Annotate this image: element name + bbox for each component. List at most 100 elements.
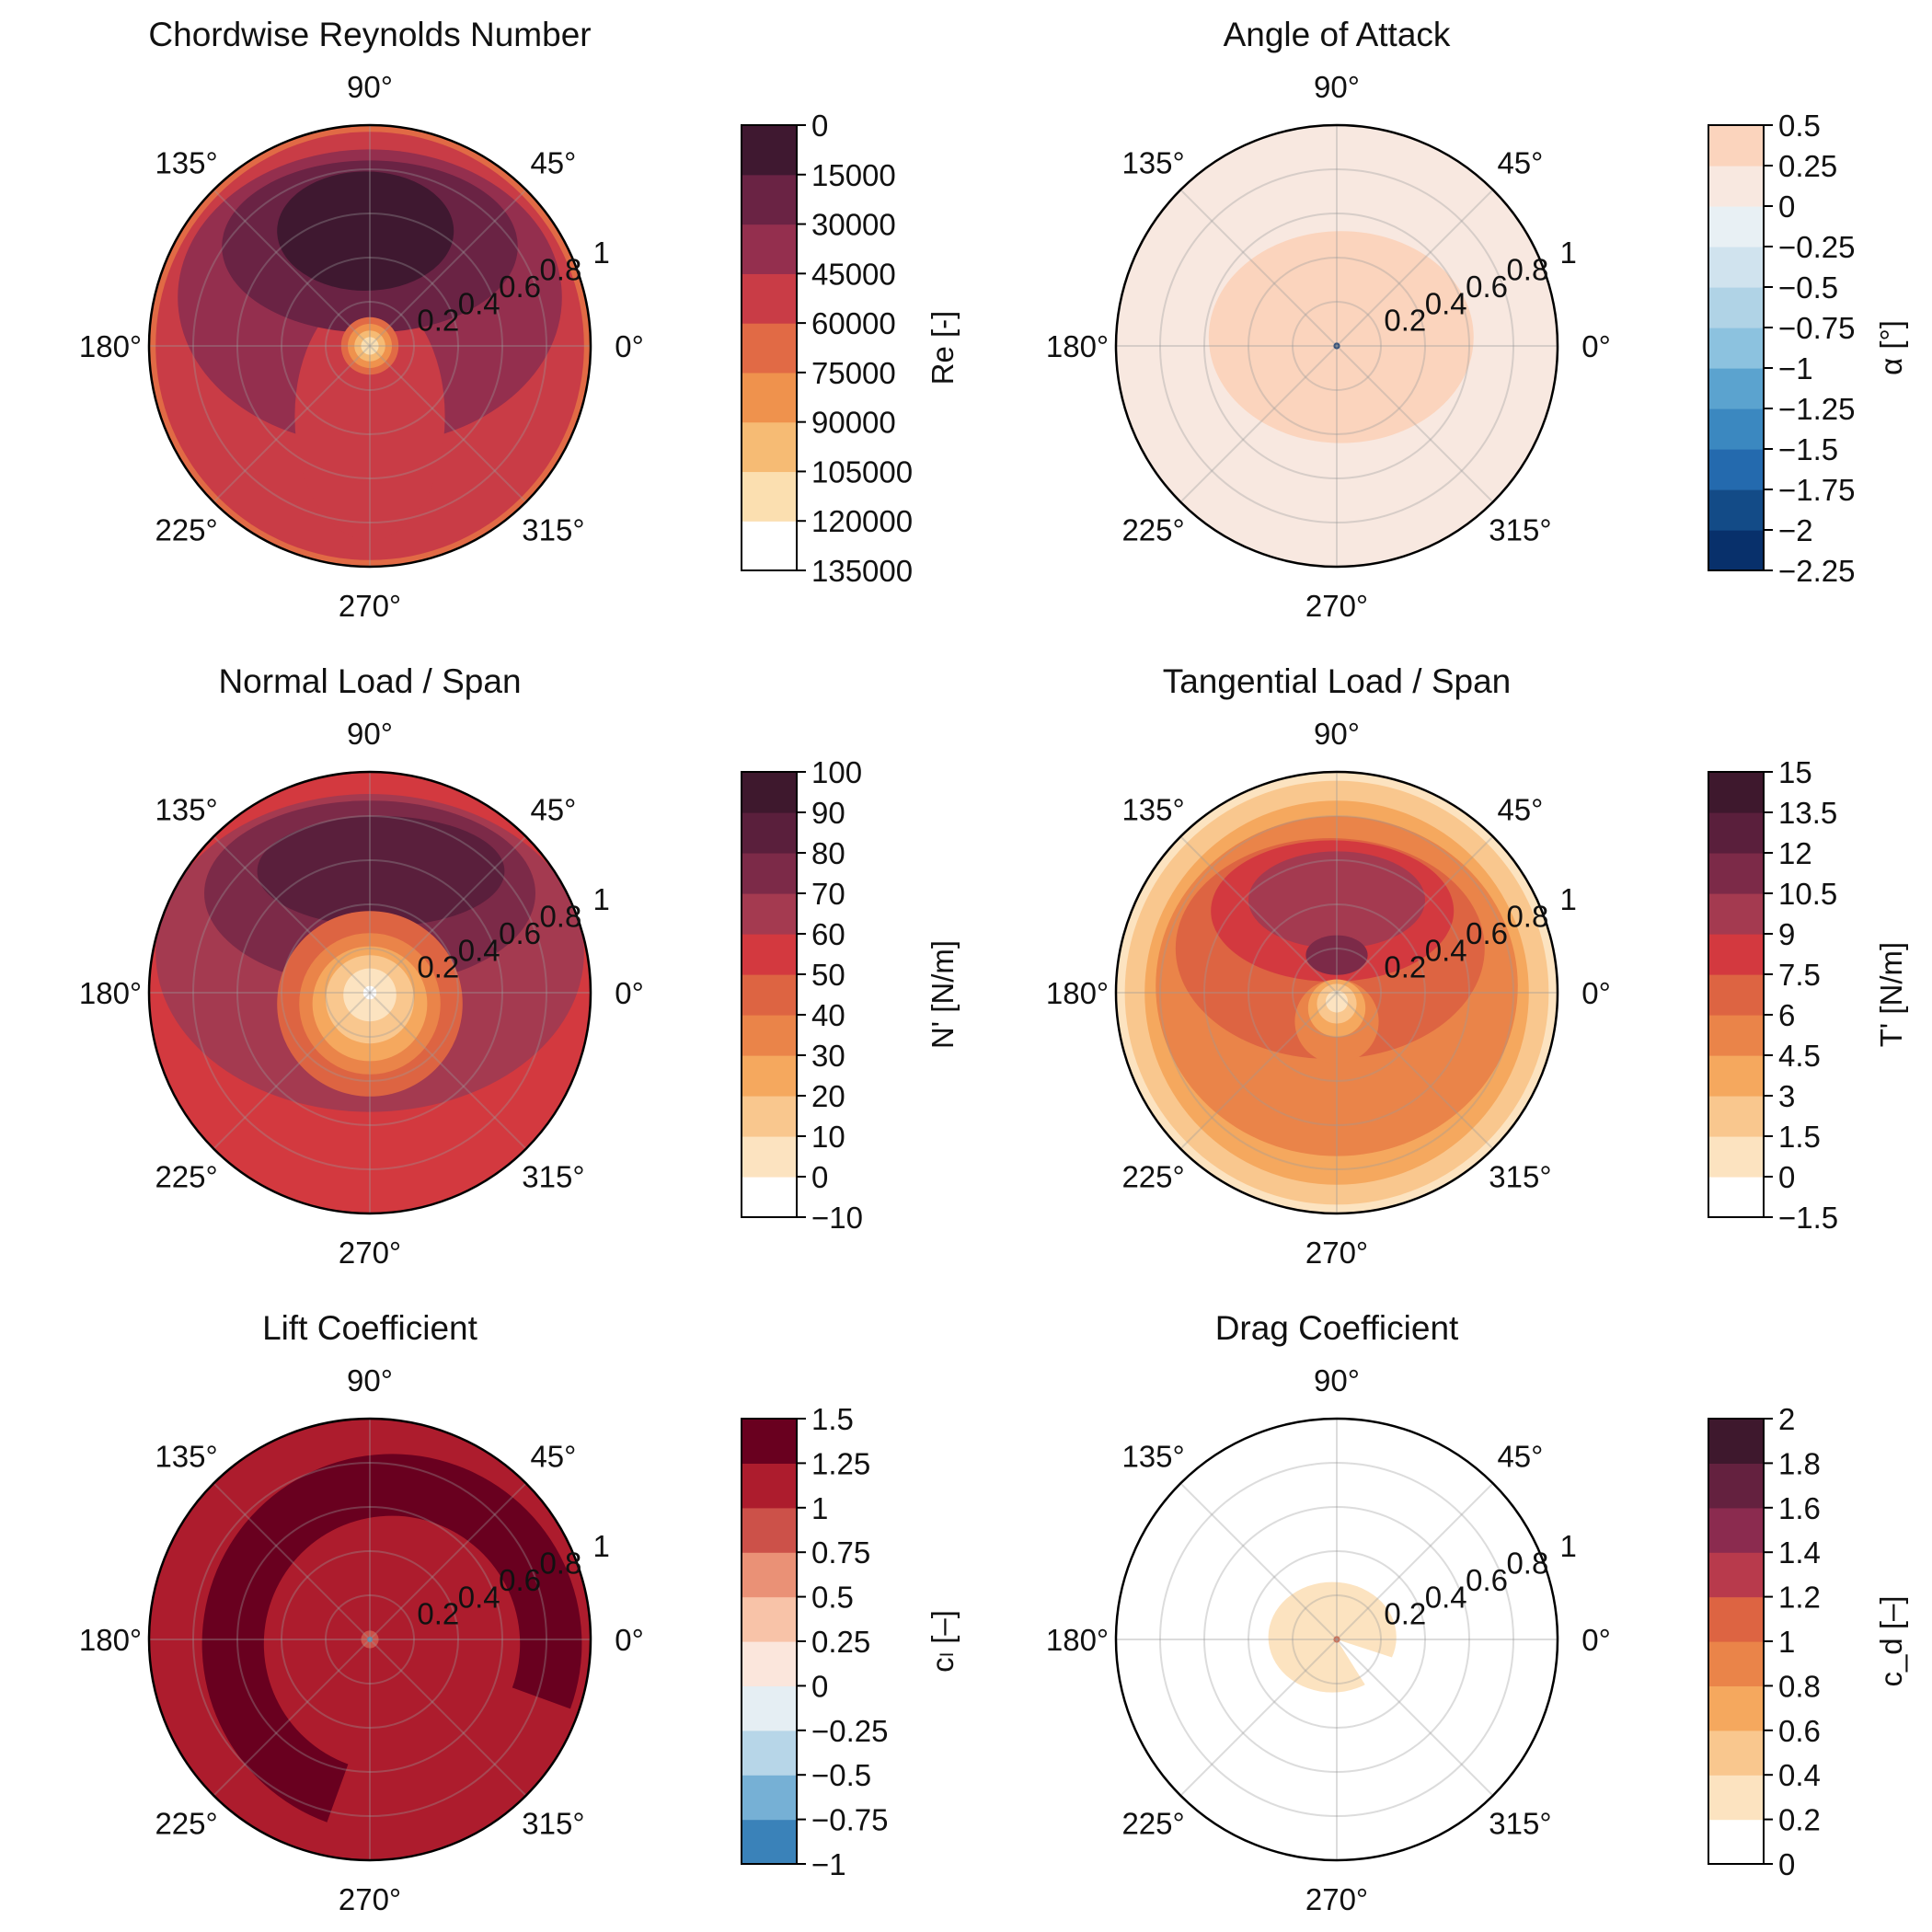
colorbar-tick-label: −2 (1778, 513, 1813, 547)
radial-grid-ring (1203, 859, 1470, 1126)
radial-tick-label: 1 (593, 236, 610, 270)
colorbar-segment (742, 1463, 797, 1509)
colorbar-tick-label: 1.5 (811, 1402, 854, 1436)
radial-tick-label: 0.8 (1506, 900, 1548, 934)
radial-grid-ring (1292, 1594, 1382, 1685)
colorbar-segment (1708, 853, 1764, 894)
radial-grid-ring (1203, 213, 1470, 479)
chart-title: Drag Coefficient (1215, 1309, 1459, 1347)
radial-grid-ring (236, 859, 503, 1126)
colorbar-label: Re [-] (926, 311, 960, 385)
radial-tick-label: 1 (1560, 882, 1577, 916)
angle-tick-label: 0° (615, 1623, 644, 1657)
angle-tick-label: 180° (1046, 329, 1109, 363)
colorbar-segment (1708, 1596, 1764, 1642)
angle-tick-label: 180° (79, 329, 142, 363)
angle-tick-label: 180° (79, 1623, 142, 1657)
colorbar-segment (742, 1096, 797, 1137)
angular-grid-spoke (1336, 1482, 1494, 1640)
colorbar-tick-label: 45000 (811, 257, 896, 291)
colorbar-segment (742, 1819, 797, 1865)
polar-grid (148, 1418, 592, 1861)
colorbar-segment (742, 1507, 797, 1553)
colorbar-tick-label: −1.75 (1778, 473, 1856, 507)
colorbar-frame (1708, 124, 1765, 571)
colorbar-segment (1708, 772, 1764, 813)
polar-frame (1114, 1417, 1559, 1862)
colorbar-segment (1708, 1177, 1764, 1218)
radial-grid-ring (325, 301, 415, 391)
colorbar-segment (1708, 368, 1764, 409)
colorbar-tick-label: 9 (1778, 917, 1795, 951)
contour-region (1326, 990, 1348, 1013)
angle-tick-label: 135° (155, 146, 217, 180)
chart-title: Angle of Attack (1224, 16, 1451, 53)
radial-tick-label: 0.8 (539, 253, 581, 287)
angular-grid-spoke (213, 1482, 371, 1640)
colorbar-tick-label: 0.5 (811, 1581, 854, 1615)
colorbar-segment (1708, 206, 1764, 247)
angle-tick-label: 45° (530, 793, 576, 827)
colorbar-tick-label: −1.25 (1778, 392, 1856, 426)
contour-region (257, 816, 505, 926)
colorbar-segment (742, 1730, 797, 1776)
colorbar-tick-label: 10 (811, 1120, 845, 1154)
radial-tick-label: 0.2 (1384, 1597, 1426, 1631)
angle-tick-label: 0° (1581, 329, 1611, 363)
angle-tick-label: 90° (1314, 717, 1360, 751)
colorbar-tick-label: −0.5 (811, 1758, 871, 1792)
polar-frame (147, 1417, 592, 1862)
radial-tick-label: 0.6 (1466, 270, 1508, 304)
angle-tick-label: 315° (522, 1159, 584, 1193)
angle-tick-label: 270° (339, 1236, 401, 1270)
colorbar-segment (1708, 125, 1764, 167)
colorbar-segment (1708, 1775, 1764, 1821)
radial-grid-ring (325, 948, 415, 1038)
colorbar-tick-label: 90000 (811, 406, 896, 440)
colorbar-segment (1708, 1136, 1764, 1178)
contour-region (362, 985, 377, 1000)
angle-tick-label: 135° (1121, 146, 1184, 180)
angular-grid-spoke (1179, 345, 1338, 503)
radial-grid-ring (1248, 257, 1426, 435)
contour-region (1333, 342, 1340, 350)
polar-chart-3: Normal Load / Span 0° 45° 90° 135° 180° 225° 27… (79, 662, 960, 1270)
colorbar-tick-label: 60000 (811, 306, 896, 340)
radial-grid-ring (192, 168, 547, 523)
radial-grid-ring (236, 213, 503, 479)
colorbar-tick-label: 80 (811, 836, 845, 870)
colorbar-label: α [°] (1874, 320, 1908, 375)
colorbar-segment (742, 421, 797, 473)
radial-grid-ring (281, 257, 459, 435)
colorbar-segment (742, 521, 797, 571)
colorbar-tick-label: 0.25 (811, 1625, 870, 1659)
colorbar-tick-label: 50 (811, 958, 845, 992)
colorbar-tick-label: −1 (811, 1847, 846, 1881)
contour-region (1337, 1639, 1400, 1696)
radial-tick-label: 0.6 (499, 1563, 541, 1597)
radial-tick-label: 1 (1560, 236, 1577, 270)
colorbar-segment (1708, 1641, 1764, 1686)
colorbar-tick-label: 0 (811, 109, 828, 143)
angular-grid-spoke (369, 189, 527, 347)
polar-chart-1: Chordwise Reynolds Number 0° 45° 90° 135° 180… (79, 16, 960, 623)
colorbar-segment (742, 1685, 797, 1731)
angle-tick-label: 225° (1121, 1806, 1184, 1840)
radial-tick-label: 0.4 (1425, 933, 1467, 967)
colorbar-segment (742, 174, 797, 225)
angular-grid-spoke (1336, 835, 1494, 994)
colorbar-tick-label: −0.75 (811, 1803, 889, 1837)
colorbar-segment (1708, 408, 1764, 450)
radial-grid-ring (1159, 168, 1514, 523)
colorbar-segment (1708, 1552, 1764, 1598)
angle-tick-label: 315° (522, 1806, 584, 1840)
colorbar-segment (742, 1419, 797, 1464)
chart-title: Normal Load / Span (218, 662, 521, 700)
angle-tick-label: 315° (1489, 1159, 1551, 1193)
polar-chart-6: Drag Coefficient 0° 45° 90° 135° 180° 225° 270°… (1046, 1309, 1908, 1916)
colorbar-segment (742, 1641, 797, 1686)
radial-grid-ring (1203, 1506, 1470, 1773)
colorbar-tick-label: 0 (1778, 190, 1795, 224)
colorbar-tick-label: 90 (811, 796, 845, 830)
